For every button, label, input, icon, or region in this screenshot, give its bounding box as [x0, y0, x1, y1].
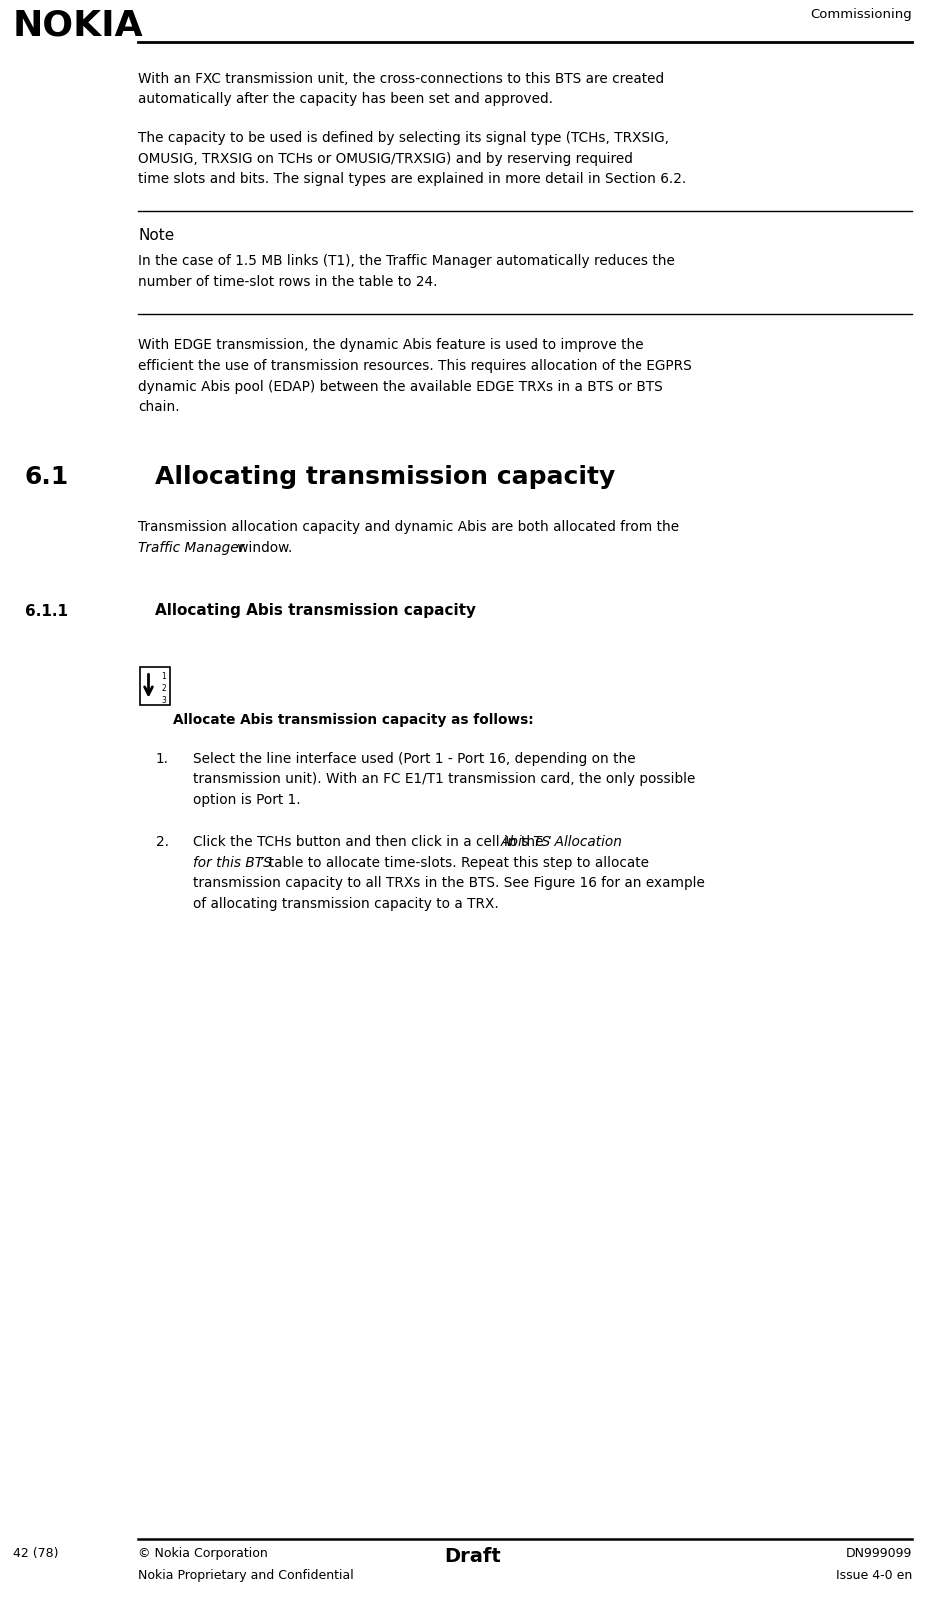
Text: With EDGE transmission, the dynamic Abis feature is used to improve the: With EDGE transmission, the dynamic Abis…	[138, 339, 643, 353]
Text: Traffic Manager: Traffic Manager	[138, 541, 244, 556]
Text: 2.: 2.	[156, 835, 169, 850]
Text: Allocating transmission capacity: Allocating transmission capacity	[155, 465, 615, 490]
Text: of allocating transmission capacity to a TRX.: of allocating transmission capacity to a…	[193, 898, 498, 910]
Text: 42 (78): 42 (78)	[13, 1547, 59, 1560]
Text: Nokia Proprietary and Confidential: Nokia Proprietary and Confidential	[138, 1568, 353, 1583]
Text: transmission capacity to all TRXs in the BTS. See Figure 16 for an example: transmission capacity to all TRXs in the…	[193, 877, 704, 891]
Text: OMUSIG, TRXSIG on TCHs or OMUSIG/TRXSIG) and by reserving required: OMUSIG, TRXSIG on TCHs or OMUSIG/TRXSIG)…	[138, 152, 632, 166]
Text: window.: window.	[233, 541, 292, 556]
Text: for this BTS: for this BTS	[193, 856, 272, 870]
Text: Allocate Abis transmission capacity as follows:: Allocate Abis transmission capacity as f…	[173, 714, 533, 728]
Text: Abis TS Allocation: Abis TS Allocation	[500, 835, 622, 850]
Text: Note: Note	[138, 228, 174, 243]
Text: 6.1: 6.1	[25, 465, 69, 490]
Text: © Nokia Corporation: © Nokia Corporation	[138, 1547, 267, 1560]
Text: 1.: 1.	[156, 752, 169, 767]
Text: Draft: Draft	[444, 1547, 500, 1567]
Text: 2: 2	[161, 685, 166, 693]
Text: 1: 1	[161, 672, 166, 682]
Text: chain.: chain.	[138, 399, 179, 414]
Text: option is Port 1.: option is Port 1.	[193, 794, 300, 806]
Text: automatically after the capacity has been set and approved.: automatically after the capacity has bee…	[138, 93, 552, 107]
Text: 3: 3	[161, 696, 166, 706]
Text: NOKIA: NOKIA	[13, 8, 143, 42]
Text: transmission unit). With an FC E1/T1 transmission card, the only possible: transmission unit). With an FC E1/T1 tra…	[193, 773, 695, 786]
Text: The capacity to be used is defined by selecting its signal type (TCHs, TRXSIG,: The capacity to be used is defined by se…	[138, 131, 668, 145]
Text: Issue 4-0 en: Issue 4-0 en	[834, 1568, 911, 1583]
Text: efficient the use of transmission resources. This requires allocation of the EGP: efficient the use of transmission resour…	[138, 359, 691, 374]
Text: DN999099: DN999099	[845, 1547, 911, 1560]
Text: Allocating Abis transmission capacity: Allocating Abis transmission capacity	[155, 604, 476, 618]
Text: In the case of 1.5 MB links (T1), the Traffic Manager automatically reduces the: In the case of 1.5 MB links (T1), the Tr…	[138, 254, 674, 268]
Text: Click the TCHs button and then click in a cell in the ‘: Click the TCHs button and then click in …	[193, 835, 551, 850]
Bar	[140, 668, 170, 706]
Text: Select the line interface used (Port 1 - Port 16, depending on the: Select the line interface used (Port 1 -…	[193, 752, 635, 767]
Text: ’ table to allocate time-slots. Repeat this step to allocate: ’ table to allocate time-slots. Repeat t…	[260, 856, 649, 870]
Text: 6.1.1: 6.1.1	[25, 604, 68, 618]
Text: Commissioning: Commissioning	[809, 8, 911, 21]
Text: Transmission allocation capacity and dynamic Abis are both allocated from the: Transmission allocation capacity and dyn…	[138, 521, 679, 535]
Text: With an FXC transmission unit, the cross-connections to this BTS are created: With an FXC transmission unit, the cross…	[138, 72, 664, 86]
Text: time slots and bits. The signal types are explained in more detail in Section 6.: time slots and bits. The signal types ar…	[138, 172, 685, 185]
Text: dynamic Abis pool (EDAP) between the available EDGE TRXs in a BTS or BTS: dynamic Abis pool (EDAP) between the ava…	[138, 380, 662, 393]
Text: number of time-slot rows in the table to 24.: number of time-slot rows in the table to…	[138, 275, 437, 289]
